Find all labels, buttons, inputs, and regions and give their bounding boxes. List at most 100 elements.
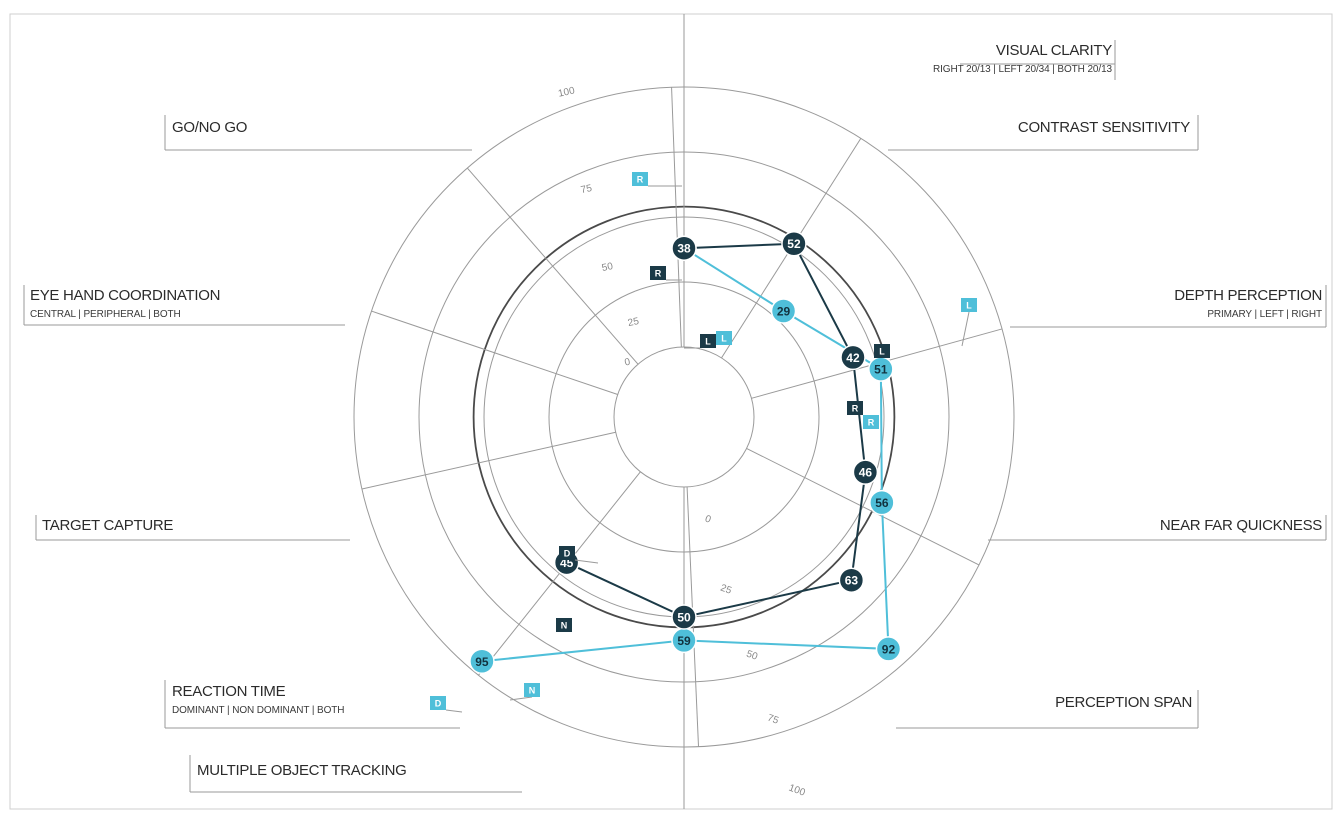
tag-box (632, 172, 648, 186)
tag-letter: L (966, 301, 972, 311)
data-point: 50 (671, 604, 697, 630)
data-point-marker (838, 567, 865, 593)
sub-test-tag: N (509, 683, 540, 701)
category-depth-perception: DEPTH PERCEPTION PRIMARY | LEFT | RIGHT (1010, 285, 1327, 328)
category-contrast-sensitivity: CONTRAST SENSITIVITY (888, 115, 1199, 151)
category-label: GO/NO GO (172, 119, 247, 136)
tick-label-0: 0 (703, 514, 712, 526)
data-point: 95 (469, 648, 495, 675)
tick-label-50: 50 (745, 649, 760, 663)
data-point-marker (770, 298, 797, 324)
data-point: 46 (852, 459, 879, 485)
tag-box (874, 344, 890, 358)
category-sublabel: DOMINANT | NON DOMINANT | BOTH (172, 705, 344, 716)
category-near-far-quickness: NEAR FAR QUICKNESS (988, 515, 1327, 541)
category-sublabel: RIGHT 20/13 | LEFT 20/34 | BOTH 20/13 (933, 64, 1113, 75)
data-point: 38 (671, 235, 697, 261)
sub-test-tag: R (650, 266, 682, 281)
sub-test-tag: D (559, 546, 599, 564)
sub-test-tag: N (556, 618, 572, 632)
tag-leader (445, 709, 463, 713)
series: 3829515692599538524246635045 (469, 230, 902, 675)
category-label: CONTRAST SENSITIVITY (1018, 119, 1190, 136)
tag-leader (961, 311, 970, 347)
tick-label-50: 50 (601, 261, 615, 274)
data-point: 56 (869, 489, 895, 516)
category-sublabel: PRIMARY | LEFT | RIGHT (1207, 309, 1322, 320)
category-label: EYE HAND COORDINATION (30, 287, 220, 304)
data-label: 56 (875, 496, 889, 510)
sector-divider (361, 431, 616, 490)
category-labels: VISUAL CLARITY RIGHT 20/13 | LEFT 20/34 |… (23, 40, 1327, 793)
tick-label-100: 100 (787, 783, 807, 799)
tick-label-25: 25 (627, 316, 641, 329)
data-point: 92 (875, 636, 902, 662)
tag-letter: L (879, 347, 885, 357)
tag-letter: D (564, 549, 571, 559)
data-point: 63 (838, 567, 865, 593)
tag-box (559, 546, 575, 560)
data-point: 59 (671, 627, 697, 654)
data-label: 42 (846, 351, 860, 365)
data-label: 46 (859, 466, 873, 480)
category-label: MULTIPLE OBJECT TRACKING (197, 762, 407, 779)
category-visual-clarity: VISUAL CLARITY RIGHT 20/13 | LEFT 20/34 |… (933, 40, 1116, 80)
data-label: 92 (882, 642, 896, 656)
data-label: 59 (677, 634, 691, 648)
data-point-marker (852, 459, 879, 485)
tag-letter: R (637, 175, 644, 185)
data-label: 29 (777, 305, 791, 319)
tick-label-0: 0 (624, 357, 632, 369)
scale-ticks: 0 25 50 75 100 0 25 50 75 100 (557, 85, 807, 798)
data-point-marker (869, 489, 895, 516)
tag-letter: L (705, 337, 711, 347)
category-multiple-object-tracking: MULTIPLE OBJECT TRACKING (189, 755, 522, 793)
data-label: 51 (874, 363, 888, 377)
data-label: 38 (677, 242, 691, 256)
tick-label-75: 75 (580, 183, 594, 196)
data-point-marker (469, 648, 495, 675)
sector-divider (478, 471, 641, 676)
data-point: 51 (868, 356, 894, 382)
data-label: 63 (845, 574, 859, 588)
category-label: REACTION TIME (172, 683, 286, 700)
tag-letter: R (655, 269, 662, 279)
tag-box (700, 334, 716, 348)
data-label: 95 (475, 655, 489, 669)
data-point: 29 (770, 298, 797, 324)
tag-box (847, 401, 863, 415)
tag-box (863, 415, 879, 429)
sub-test-tag: R (632, 172, 682, 187)
data-point-marker (671, 604, 697, 630)
data-point-marker (875, 636, 902, 662)
category-target-capture: TARGET CAPTURE (35, 515, 350, 541)
tag-box (430, 696, 446, 710)
tag-letter: L (721, 334, 727, 344)
data-point-marker (671, 235, 697, 261)
category-go-no-go: GO/NO GO (164, 115, 472, 151)
sub-test-tag: D (430, 696, 463, 713)
tag-box (650, 266, 666, 280)
tag-letter: R (852, 404, 859, 414)
sector-divider (671, 87, 682, 348)
sub-test-tag: R (847, 401, 863, 415)
category-eye-hand-coordination: EYE HAND COORDINATION CENTRAL | PERIPHERA… (23, 285, 345, 326)
grid (353, 14, 1015, 809)
category-perception-span: PERCEPTION SPAN (896, 690, 1199, 729)
data-label: 50 (677, 611, 691, 625)
sub-test-tag: L (874, 344, 890, 358)
tag-letter: N (561, 621, 568, 631)
series-line-0 (566, 242, 867, 619)
frame (9, 13, 1333, 810)
data-point: 52 (781, 230, 807, 257)
category-label: VISUAL CLARITY (996, 42, 1112, 59)
sector-divider (371, 310, 618, 396)
tick-label-100: 100 (557, 85, 576, 99)
data-label: 52 (787, 237, 801, 251)
tag-letter: D (435, 699, 442, 709)
sub-test-tag: L (684, 334, 716, 349)
data-point-marker (840, 344, 866, 371)
